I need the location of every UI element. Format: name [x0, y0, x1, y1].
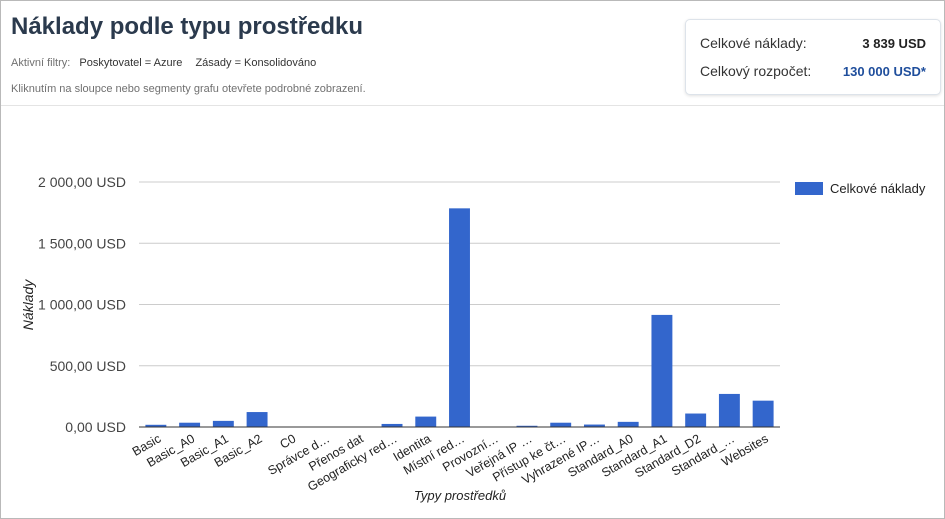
bar[interactable]	[212, 420, 234, 427]
bar[interactable]	[449, 208, 470, 427]
drilldown-hint: Kliknutím na sloupce nebo segmenty grafu…	[11, 83, 366, 95]
page-title: Náklady podle typu prostředku	[11, 13, 364, 40]
legend-swatch[interactable]	[795, 182, 823, 195]
bar[interactable]	[179, 422, 201, 427]
filters-label: Aktivní filtry:	[11, 57, 71, 69]
bar[interactable]	[550, 422, 572, 427]
x-tick-label: C0	[277, 431, 298, 451]
bar[interactable]	[145, 424, 167, 427]
y-tick-label: 2 000,00 USD	[38, 174, 126, 190]
y-tick-label: 1 500,00 USD	[38, 235, 126, 251]
bar[interactable]	[246, 412, 268, 427]
filter-policy[interactable]: Zásady = Konsolidováno	[195, 57, 317, 69]
bar[interactable]	[381, 423, 403, 427]
bar[interactable]	[583, 424, 605, 427]
bar[interactable]	[752, 400, 774, 427]
y-tick-label: 1 000,00 USD	[38, 297, 126, 313]
x-axis-title: Typy prostředků	[414, 488, 506, 503]
filter-provider[interactable]: Poskytovatel = Azure	[79, 57, 183, 69]
bar[interactable]	[685, 413, 707, 427]
total-budget-row: Celkový rozpočet: 130 000 USD*	[700, 63, 926, 83]
active-filters: Aktivní filtry: Poskytovatel = Azure Zás…	[11, 57, 316, 69]
y-axis-title: Náklady	[20, 279, 36, 331]
total-budget-label: Celkový rozpočet:	[700, 63, 812, 79]
report-header: Náklady podle typu prostředku Aktivní fi…	[1, 1, 944, 106]
y-tick-label: 500,00 USD	[50, 358, 126, 374]
total-cost-row: Celkové náklady: 3 839 USD	[700, 35, 926, 55]
total-cost-value: 3 839 USD	[862, 36, 926, 51]
bar[interactable]	[718, 393, 740, 427]
total-budget-value: 130 000 USD*	[842, 64, 926, 79]
bar[interactable]	[415, 416, 437, 427]
y-tick-label: 0,00 USD	[65, 419, 126, 435]
legend-label[interactable]: Celkové náklady	[830, 181, 926, 196]
bar[interactable]	[516, 425, 538, 427]
bar[interactable]	[617, 421, 639, 427]
summary-card: Celkové náklady: 3 839 USD Celkový rozpo…	[685, 19, 941, 95]
bar[interactable]	[651, 314, 673, 427]
total-cost-label: Celkové náklady:	[700, 35, 807, 51]
